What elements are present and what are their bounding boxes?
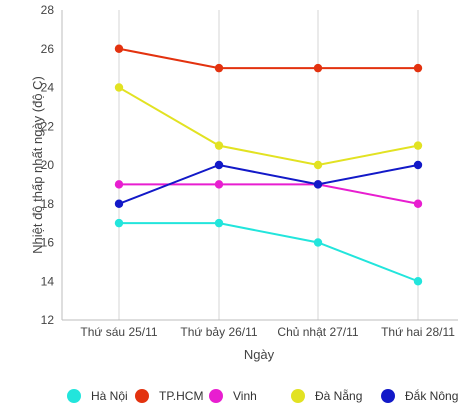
axis-layer: 12 14 16 18 20 22 24 26 28 Thứ sáu 25/11 Thứ bảy 2…	[41, 3, 458, 339]
series-line	[118, 86, 419, 167]
y-tick-label: 14	[41, 274, 55, 288]
legend-label: TP.HCM	[159, 389, 203, 403]
data-point	[214, 160, 224, 170]
legend-marker	[209, 389, 223, 403]
legend-marker	[381, 389, 395, 403]
y-axis-title: Nhiệt độ thấp nhất ngày (độ C)	[30, 76, 45, 254]
data-point	[114, 44, 124, 53]
data-point	[214, 180, 224, 189]
data-point	[313, 238, 323, 247]
legend-label: Hà Nội	[91, 389, 128, 403]
data-point	[413, 141, 423, 150]
y-tick-label: 18	[41, 197, 55, 211]
data-point	[114, 180, 124, 189]
data-point	[313, 180, 323, 189]
legend-label: Đà Nẵng	[315, 388, 362, 403]
data-point	[114, 199, 124, 208]
data-point	[413, 199, 423, 208]
y-tick-label: 24	[41, 81, 55, 95]
x-tick-label: Thứ sáu 25/11	[80, 325, 158, 339]
y-tick-label: 16	[41, 236, 55, 250]
y-tick-label: 28	[41, 3, 55, 17]
x-tick-label: Thứ bảy 26/11	[180, 325, 258, 339]
x-tick-label: Thứ hai 28/11	[381, 325, 455, 339]
data-point	[413, 63, 423, 73]
legend-label: Đắk Nông	[405, 388, 458, 403]
x-tick-label: Chủ nhật 27/11	[277, 325, 359, 339]
y-tick-label: 12	[41, 313, 55, 327]
series-layer	[114, 44, 423, 286]
data-point	[313, 160, 323, 170]
data-point	[214, 218, 224, 228]
series-line	[118, 47, 418, 70]
series-line	[118, 163, 419, 205]
data-point	[214, 63, 224, 73]
data-point	[313, 63, 323, 73]
data-point	[114, 83, 124, 92]
y-tick-label: 20	[41, 158, 55, 172]
data-point	[214, 141, 224, 150]
data-point	[413, 277, 423, 286]
legend-marker	[135, 389, 149, 403]
legend-label: Vinh	[233, 389, 257, 403]
series-line	[119, 222, 419, 283]
x-axis-title: Ngày	[244, 347, 275, 362]
y-tick-label: 22	[41, 119, 55, 133]
data-point	[413, 160, 423, 170]
y-tick-label: 26	[41, 42, 55, 56]
legend-marker	[291, 389, 305, 403]
legend-marker	[67, 389, 81, 403]
data-point	[114, 218, 124, 228]
legend: Hà Nội TP.HCM Vinh Đà Nẵng Đắk Nông	[67, 388, 458, 403]
